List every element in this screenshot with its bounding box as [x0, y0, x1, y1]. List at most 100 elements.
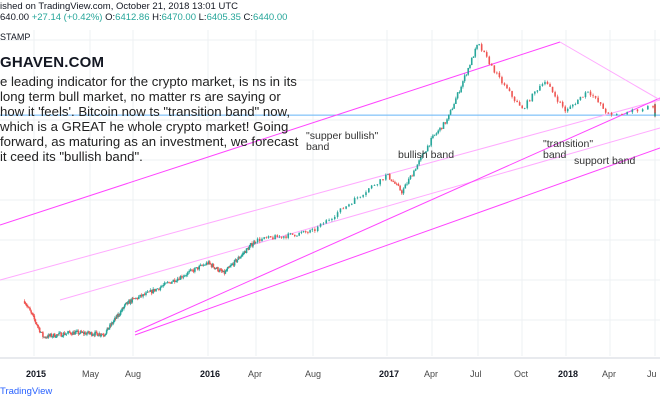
candle	[652, 105, 654, 109]
candle	[488, 55, 491, 66]
low-value: 6405.35	[206, 12, 241, 23]
candle	[105, 329, 108, 335]
x-tick-label: 2018	[558, 369, 579, 379]
candle	[125, 302, 128, 304]
candle	[267, 235, 270, 239]
candle	[496, 71, 498, 75]
x-tick-label: 2017	[379, 369, 400, 379]
candle	[423, 152, 426, 154]
candle	[388, 173, 391, 181]
candle	[353, 196, 356, 204]
candle	[173, 278, 176, 284]
candle	[23, 299, 26, 304]
candle	[100, 332, 103, 337]
candle	[90, 331, 93, 337]
candle	[551, 86, 554, 94]
candle	[549, 82, 551, 87]
candle	[60, 332, 62, 337]
candle	[395, 182, 398, 186]
candle	[130, 299, 133, 304]
candle	[621, 113, 623, 115]
candle	[437, 129, 440, 135]
candle	[201, 264, 203, 267]
candle	[79, 330, 82, 335]
close-label: C:	[243, 12, 254, 23]
commentary-text: e leading indicator for the crypto marke…	[0, 74, 299, 164]
candle	[508, 87, 511, 92]
x-tick-label: Aug	[125, 369, 142, 379]
candle	[328, 218, 330, 222]
candle	[189, 268, 192, 272]
channel-line-3	[59, 127, 660, 301]
candle	[39, 331, 42, 333]
candle	[421, 153, 424, 159]
x-tick-label: May	[82, 369, 100, 379]
candle	[136, 297, 139, 301]
candle	[263, 236, 265, 240]
candle	[163, 281, 166, 287]
channel-line-4	[134, 97, 660, 333]
candle	[564, 105, 567, 114]
candle	[166, 281, 169, 284]
candle	[63, 331, 66, 336]
candle	[205, 261, 208, 266]
candle	[626, 111, 628, 115]
candle	[118, 313, 120, 317]
candle	[449, 109, 452, 116]
candle	[365, 190, 367, 197]
candle	[536, 90, 539, 94]
candle	[506, 83, 508, 89]
candle	[216, 266, 218, 270]
candle	[217, 266, 219, 273]
candle	[518, 100, 521, 106]
candle	[107, 327, 110, 330]
candle	[32, 312, 35, 317]
candle	[58, 331, 60, 337]
candle	[75, 329, 78, 334]
candle	[572, 103, 574, 109]
candle	[376, 183, 379, 187]
candle	[418, 159, 420, 167]
candle	[209, 263, 212, 265]
candle	[208, 260, 211, 265]
candle	[126, 302, 129, 306]
candle	[244, 250, 247, 254]
candle	[192, 268, 195, 274]
candle	[33, 313, 36, 322]
candle	[220, 268, 223, 274]
candle	[444, 122, 447, 125]
candle	[120, 309, 123, 313]
candle	[451, 107, 454, 111]
candle	[175, 279, 177, 283]
candle	[88, 330, 90, 335]
candle	[196, 267, 199, 271]
candle	[460, 85, 462, 93]
candle	[350, 203, 353, 206]
candle	[114, 316, 116, 322]
candle	[589, 89, 592, 98]
candle	[44, 336, 46, 339]
candle	[162, 283, 165, 288]
candle	[72, 330, 74, 335]
candle	[289, 232, 292, 235]
candle	[368, 188, 370, 194]
candle	[212, 263, 215, 268]
candle	[96, 332, 99, 337]
candle	[511, 90, 513, 99]
x-tick-label: Apr	[602, 369, 617, 379]
candle	[242, 251, 245, 256]
candle	[103, 333, 105, 337]
candle	[331, 217, 333, 222]
candle	[432, 134, 434, 140]
candle	[579, 96, 582, 101]
annotation-transition: "transition" band	[543, 138, 594, 161]
candle	[291, 233, 294, 235]
x-tick-label: 2016	[200, 369, 221, 379]
candle	[521, 104, 523, 109]
candle	[43, 336, 45, 338]
high-value: 6470.00	[161, 12, 196, 23]
candle	[420, 155, 422, 162]
candle	[165, 282, 167, 284]
candle	[228, 265, 230, 269]
